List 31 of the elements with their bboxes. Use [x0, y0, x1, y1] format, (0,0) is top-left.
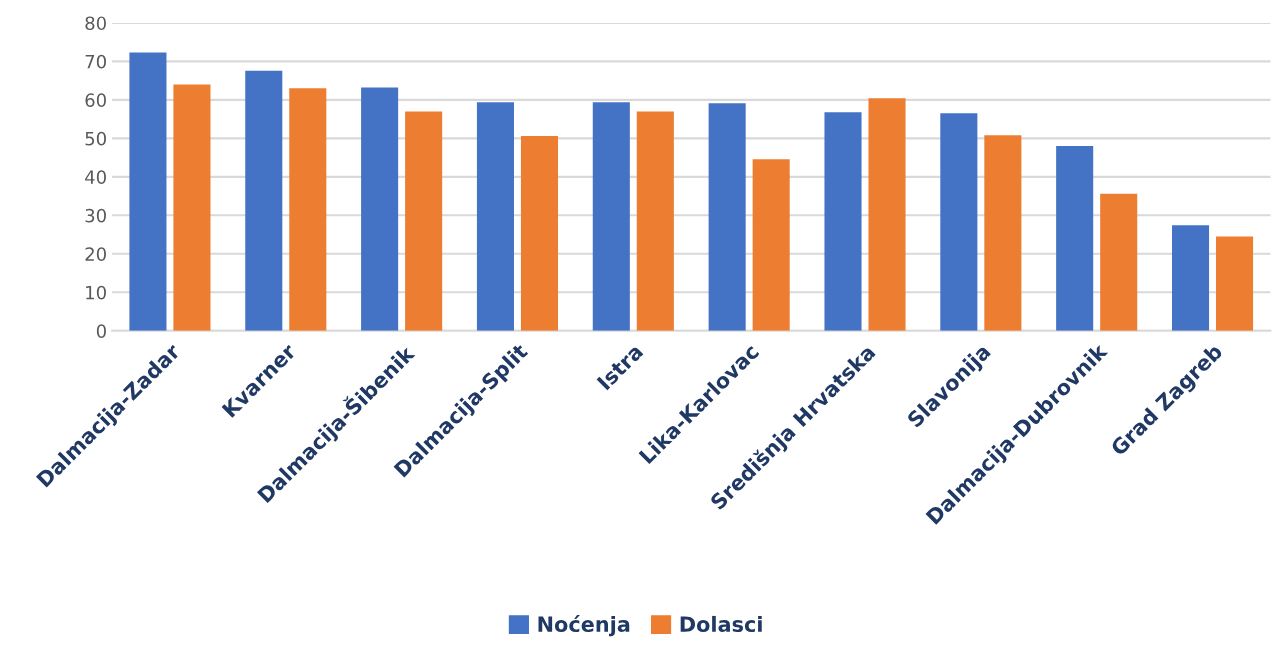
bar [636, 111, 674, 331]
y-tick-label: 80 [85, 16, 106, 31]
bar [476, 102, 514, 331]
y-tick-label: 30 [85, 208, 106, 223]
bar [708, 103, 746, 331]
bar [1100, 193, 1138, 331]
bar [592, 102, 630, 331]
y-tick-label: 50 [85, 131, 106, 146]
bar [245, 70, 283, 331]
bar [1056, 146, 1094, 331]
bar [405, 111, 443, 331]
bar [868, 98, 906, 331]
bar [129, 52, 167, 331]
bar [984, 135, 1022, 331]
bar [824, 112, 862, 331]
bar [1171, 225, 1210, 331]
bar [361, 87, 399, 331]
legend-label: Noćenja [538, 615, 630, 637]
y-tick-label: 10 [86, 285, 106, 300]
bar [1216, 236, 1254, 331]
y-tick-label: 40 [85, 170, 106, 184]
y-tick-label: 70 [85, 54, 106, 69]
bar [752, 159, 790, 331]
y-tick-label: 0 [96, 324, 106, 338]
bar [173, 84, 211, 331]
y-tick-label: 20 [85, 247, 106, 261]
bar [520, 136, 559, 331]
legend-label: Dolasci [680, 615, 762, 633]
bar [289, 88, 327, 331]
bar [940, 113, 978, 331]
y-tick-label: 60 [85, 93, 106, 107]
